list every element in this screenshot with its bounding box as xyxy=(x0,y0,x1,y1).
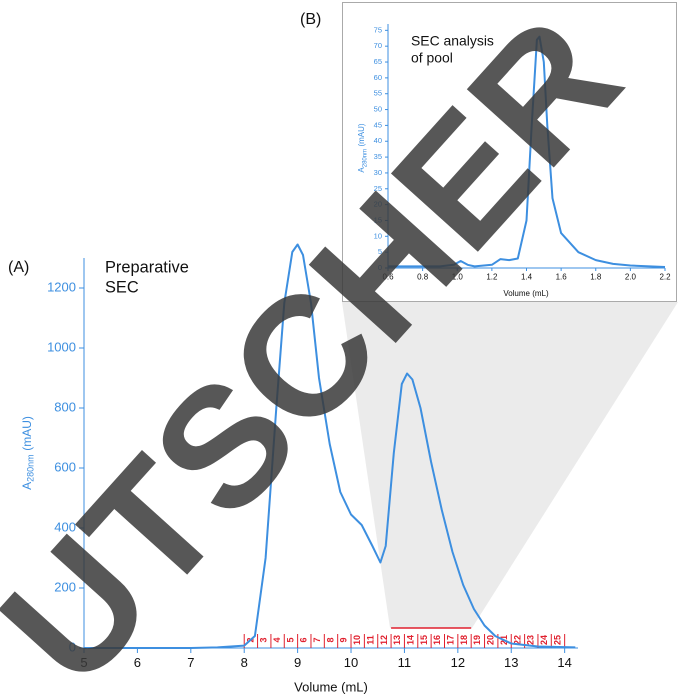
panel-label: (B) xyxy=(300,11,321,28)
fraction-label: 15 xyxy=(419,635,429,645)
x-axis-label: Volume (mL) xyxy=(503,289,549,298)
x-tick-label: 2.2 xyxy=(659,273,671,282)
y-tick-label: 400 xyxy=(54,519,76,534)
y-tick-label: 30 xyxy=(374,168,382,177)
y-tick-label: 15 xyxy=(374,215,382,224)
fraction-label: 18 xyxy=(459,635,469,645)
x-tick-label: 10 xyxy=(344,655,358,670)
fraction-label: 10 xyxy=(352,635,362,645)
x-tick-label: 12 xyxy=(451,655,465,670)
panel-label: (A) xyxy=(8,259,29,276)
x-tick-label: 6 xyxy=(134,655,141,670)
fraction-label: 7 xyxy=(312,637,322,642)
y-tick-label: 1200 xyxy=(47,279,76,294)
y-axis-label-part: 280nm xyxy=(26,454,36,482)
pool-projection xyxy=(342,302,678,628)
y-tick-label: 200 xyxy=(54,579,76,594)
x-tick-label: 1.2 xyxy=(486,273,498,282)
y-tick-label: 600 xyxy=(54,459,76,474)
x-tick-label: 5 xyxy=(80,655,87,670)
y-tick-label: 0 xyxy=(378,263,382,272)
annotation: SEC xyxy=(105,278,139,296)
x-tick-label: 1.6 xyxy=(556,273,568,282)
fraction-label: 11 xyxy=(365,635,375,645)
x-tick-label: 0.6 xyxy=(382,273,394,282)
y-tick-label: 1000 xyxy=(47,339,76,354)
annotation: SEC analysis xyxy=(411,33,494,49)
y-axis-label-part: 280nm xyxy=(362,149,368,167)
y-tick-label: 0 xyxy=(69,639,76,654)
y-axis-label-part: A xyxy=(357,167,366,173)
y-tick-label: 10 xyxy=(374,231,382,240)
x-tick-label: 2.0 xyxy=(625,273,637,282)
y-tick-label: 45 xyxy=(374,120,382,129)
y-tick-label: 25 xyxy=(374,184,382,193)
y-tick-label: 70 xyxy=(374,41,382,50)
fraction-label: 24 xyxy=(539,635,549,645)
annotation: of pool xyxy=(411,50,453,66)
y-axis-label-part: A xyxy=(20,482,34,490)
fraction-label: 13 xyxy=(392,635,402,645)
fraction-label: 14 xyxy=(405,635,415,645)
x-tick-label: 7 xyxy=(187,655,194,670)
fraction-label: 9 xyxy=(339,637,349,642)
fraction-label: 3 xyxy=(259,637,269,642)
x-tick-label: 14 xyxy=(557,655,571,670)
y-tick-label: 55 xyxy=(374,89,382,98)
fraction-label: 5 xyxy=(285,637,295,642)
y-axis-label-part: (mAU) xyxy=(20,416,34,451)
x-tick-label: 1.0 xyxy=(452,273,464,282)
x-tick-label: 1.4 xyxy=(521,273,533,282)
y-tick-label: 800 xyxy=(54,399,76,414)
fraction-label: 12 xyxy=(379,635,389,645)
y-tick-label: 75 xyxy=(374,25,382,34)
x-tick-label: 1.8 xyxy=(590,273,602,282)
fraction-label: 19 xyxy=(472,635,482,645)
y-tick-label: 20 xyxy=(374,200,382,209)
x-tick-label: 0.8 xyxy=(417,273,429,282)
x-tick-label: 8 xyxy=(241,655,248,670)
inset-frame xyxy=(342,2,677,302)
trace xyxy=(84,243,576,649)
y-tick-label: 60 xyxy=(374,73,382,82)
x-tick-label: 9 xyxy=(294,655,301,670)
fraction-label: 25 xyxy=(552,635,562,645)
y-tick-label: 65 xyxy=(374,57,382,66)
fraction-label: 20 xyxy=(486,635,496,645)
fraction-label: 6 xyxy=(299,637,309,642)
fraction-label: 8 xyxy=(325,637,335,642)
fraction-label: 17 xyxy=(446,635,456,645)
x-axis-label: Volume (mL) xyxy=(294,679,368,694)
y-tick-label: 40 xyxy=(374,136,382,145)
x-tick-label: 11 xyxy=(398,655,412,670)
fraction-label: 22 xyxy=(512,635,522,645)
trace xyxy=(388,35,666,268)
y-axis-label-part: (mAU) xyxy=(357,123,366,146)
x-tick-label: 13 xyxy=(504,655,518,670)
fraction-label: 23 xyxy=(526,635,536,645)
fraction-label: 16 xyxy=(432,635,442,645)
y-axis-label: A280nm (mAU) xyxy=(357,123,368,173)
annotation: Preparative xyxy=(105,258,189,276)
y-tick-label: 35 xyxy=(374,152,382,161)
y-tick-label: 50 xyxy=(374,105,382,114)
fraction-label: 4 xyxy=(272,637,282,642)
y-tick-label: 5 xyxy=(378,247,382,256)
y-axis-label: A280nm (mAU) xyxy=(20,416,36,490)
